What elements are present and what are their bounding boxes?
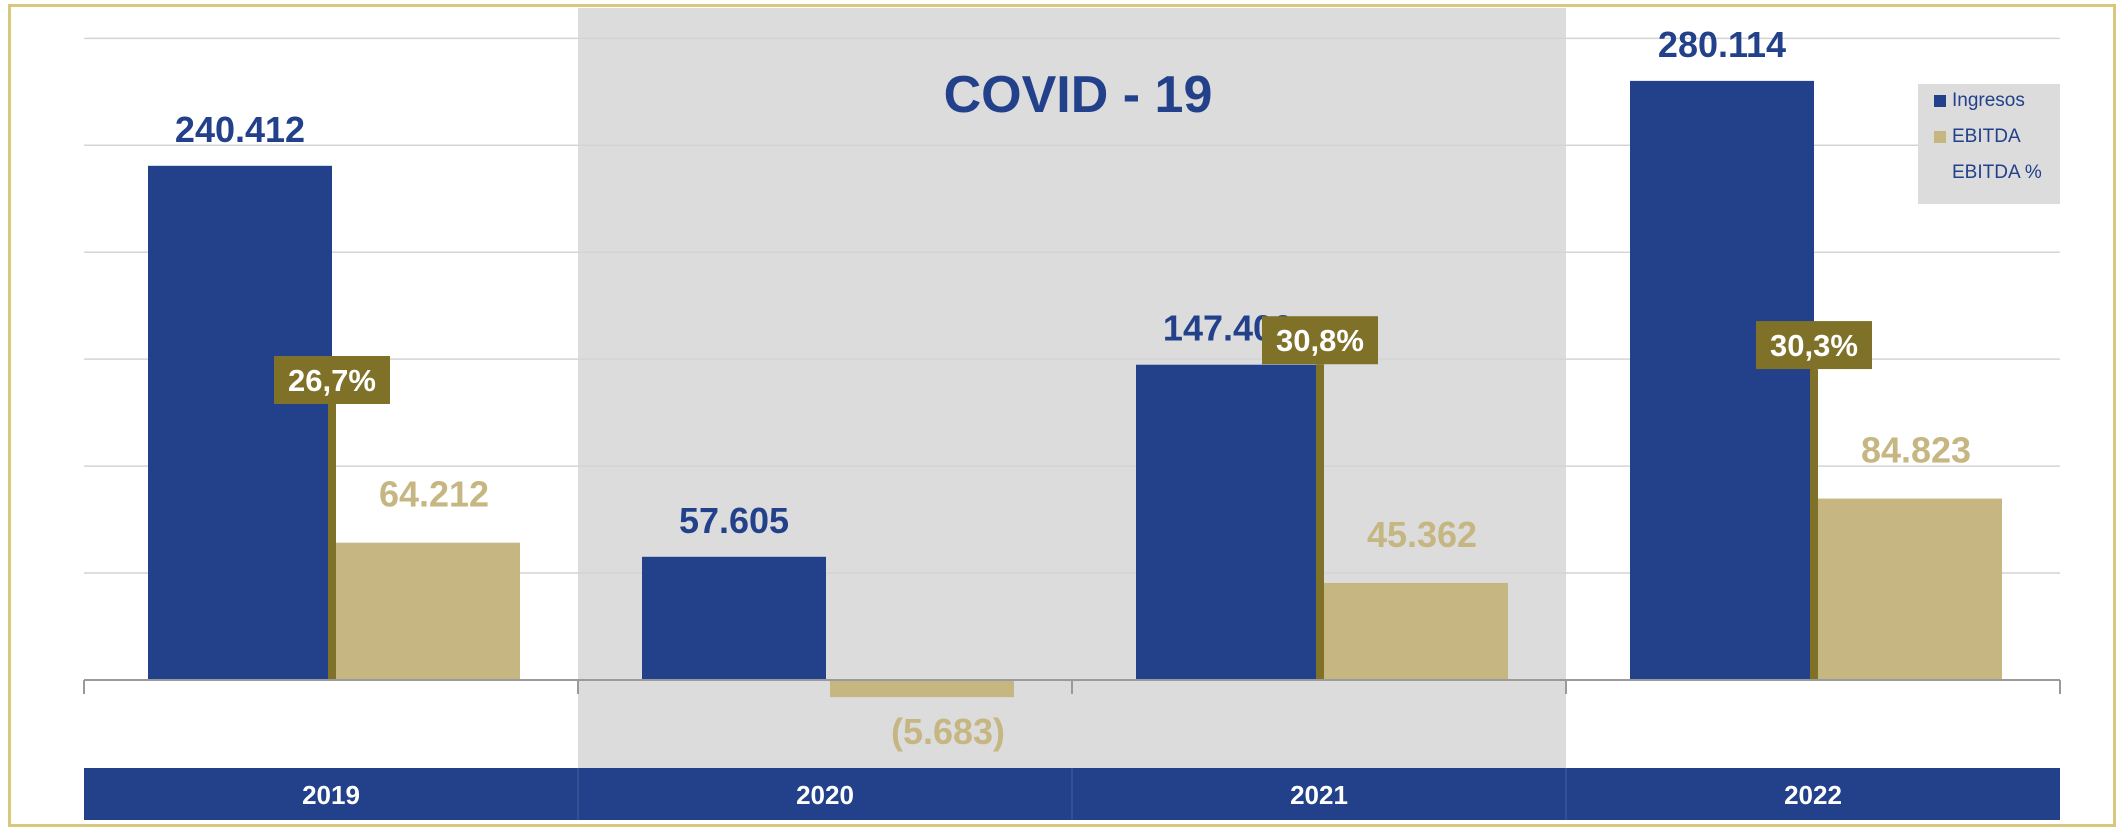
bar-ebitda-2019	[336, 542, 520, 680]
ebitda-pct-box-2021	[1262, 316, 1378, 365]
ebitda-pct-box-2022	[1756, 321, 1872, 370]
bar-ebitda-2021	[1324, 582, 1508, 680]
label-ebitda-2021: 45.362	[1367, 514, 1477, 555]
label-ingresos-2019: 240.412	[175, 109, 305, 150]
category-label-2022: 2022	[1784, 780, 1842, 810]
ebitda-pct-pole-2022	[1810, 369, 1818, 680]
bar-ingresos-2019	[148, 165, 332, 681]
category-label-2020: 2020	[796, 780, 854, 810]
bar-ebitda-2022	[1818, 498, 2002, 680]
ebitda-pct-pole-2019	[328, 404, 336, 680]
bar-ingresos-2020	[642, 556, 826, 680]
category-band: 2019 2020 2021 2022	[84, 768, 2060, 820]
chart-frame	[8, 4, 2116, 827]
bar-ingresos-2022	[1630, 80, 1814, 681]
legend-entry: Ingresos	[1952, 90, 2025, 111]
label-ebitda-2020: (5.683)	[891, 711, 1005, 752]
bar-ingresos-2021	[1136, 364, 1320, 680]
label-ebitda-2022: 84.823	[1861, 430, 1971, 471]
label-ebitda-pct-2021: 30,8%	[1276, 323, 1364, 358]
legend-swatch	[1934, 131, 1946, 143]
label-ebitda-pct-2022: 30,3%	[1770, 328, 1858, 363]
label-ingresos-2022: 280.114	[1658, 24, 1786, 65]
label-ingresos-2020: 57.605	[679, 500, 789, 541]
category-label-2021: 2021	[1290, 780, 1348, 810]
legend-swatch	[1934, 95, 1946, 107]
ebitda-pct-box-2019	[274, 356, 390, 404]
label-ebitda-2019: 64.212	[379, 474, 489, 515]
legend: Ingresos EBITDA EBITDA %	[1918, 84, 2060, 204]
x-axis	[83, 679, 2061, 694]
category-label-2019: 2019	[302, 780, 360, 810]
legend-entry: EBITDA	[1952, 126, 2021, 147]
data-labels: 240.41264.21226,7%57.605(5.683)147.40045…	[175, 24, 1971, 752]
bars	[148, 80, 2002, 698]
covid-annotation: COVID - 19	[944, 66, 1213, 124]
ebitda-pct-pole-2021	[1316, 364, 1324, 680]
label-ebitda-pct-2019: 26,7%	[288, 363, 376, 398]
bar-ebitda-2020	[830, 680, 1014, 698]
legend-entry: EBITDA %	[1952, 162, 2042, 183]
